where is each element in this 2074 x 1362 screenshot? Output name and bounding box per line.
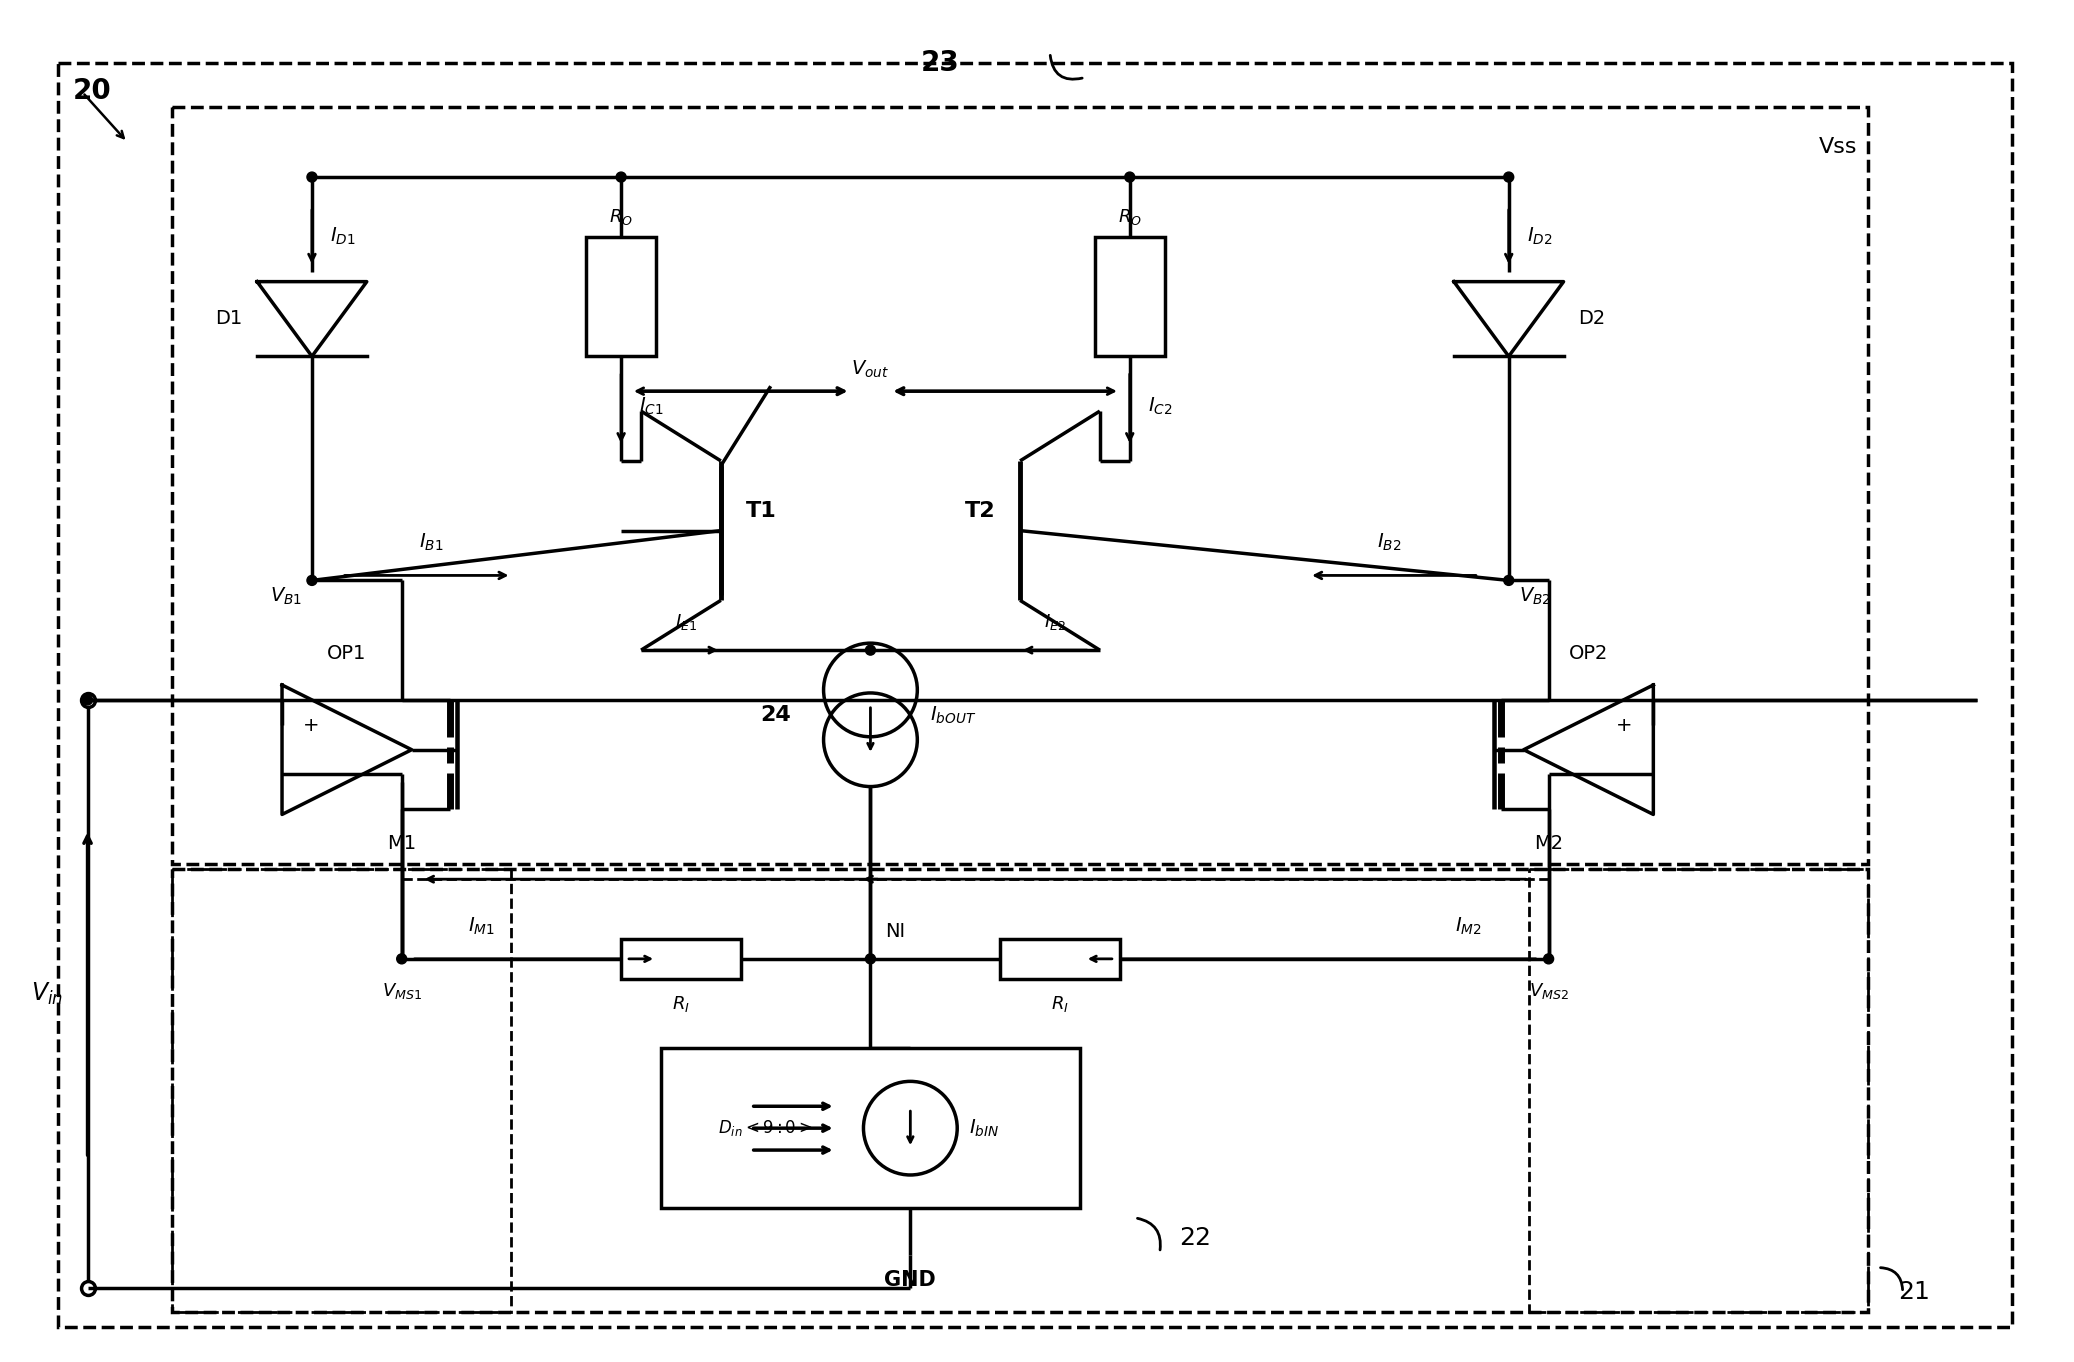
Text: $V_{B2}$: $V_{B2}$ xyxy=(1518,586,1551,606)
Text: 24: 24 xyxy=(759,706,790,725)
Circle shape xyxy=(1504,575,1514,586)
Text: $-$: $-$ xyxy=(1616,764,1634,785)
Text: $R_I$: $R_I$ xyxy=(1052,994,1068,1013)
Bar xyxy=(662,1049,1081,1208)
Text: $I_{M1}$: $I_{M1}$ xyxy=(469,915,496,937)
Text: $I_{E1}$: $I_{E1}$ xyxy=(674,612,697,632)
Text: $I_{E2}$: $I_{E2}$ xyxy=(1043,612,1066,632)
Bar xyxy=(1095,237,1166,357)
Text: $V_{B1}$: $V_{B1}$ xyxy=(270,586,303,606)
Text: $I_{D1}$: $I_{D1}$ xyxy=(330,226,355,248)
Bar xyxy=(172,869,1869,1313)
Circle shape xyxy=(1543,953,1553,964)
Text: $I_{bIN}$: $I_{bIN}$ xyxy=(969,1117,1000,1139)
Text: GND: GND xyxy=(884,1269,935,1290)
Text: $R_I$: $R_I$ xyxy=(672,994,691,1013)
Circle shape xyxy=(1504,172,1514,183)
Text: $V_{MS2}$: $V_{MS2}$ xyxy=(1529,981,1568,1001)
Bar xyxy=(1529,869,1869,1313)
Circle shape xyxy=(865,646,875,655)
Text: $V_{out}$: $V_{out}$ xyxy=(852,358,890,380)
Text: $R_O$: $R_O$ xyxy=(610,207,633,227)
Text: $I_{B1}$: $I_{B1}$ xyxy=(419,531,444,553)
Text: 20: 20 xyxy=(73,78,112,105)
Circle shape xyxy=(865,953,875,964)
Bar xyxy=(1000,938,1120,979)
Bar xyxy=(172,869,512,1313)
Text: D1: D1 xyxy=(216,309,243,328)
Text: +: + xyxy=(303,715,319,734)
Text: +: + xyxy=(1616,715,1632,734)
Text: $I_{D2}$: $I_{D2}$ xyxy=(1526,226,1551,248)
Circle shape xyxy=(307,172,317,183)
Text: OP2: OP2 xyxy=(1568,644,1607,663)
Text: NI: NI xyxy=(886,922,906,941)
Bar xyxy=(587,237,655,357)
Text: $I_{C1}$: $I_{C1}$ xyxy=(639,395,664,417)
Text: 21: 21 xyxy=(1898,1280,1929,1305)
Text: Vss: Vss xyxy=(1819,138,1858,157)
Text: $R_O$: $R_O$ xyxy=(1118,207,1141,227)
Text: $D_{in}<9:0>$: $D_{in}<9:0>$ xyxy=(718,1118,813,1139)
Text: 23: 23 xyxy=(921,49,960,76)
Bar xyxy=(620,938,740,979)
Text: M2: M2 xyxy=(1535,835,1564,854)
Text: $-$: $-$ xyxy=(303,764,319,785)
Text: $V_{in}$: $V_{in}$ xyxy=(31,981,62,1007)
Text: $I_{M2}$: $I_{M2}$ xyxy=(1456,915,1483,937)
Text: T1: T1 xyxy=(747,501,776,520)
Circle shape xyxy=(307,575,317,586)
Text: T2: T2 xyxy=(964,501,996,520)
Text: 22: 22 xyxy=(1180,1226,1211,1250)
Text: $I_{B2}$: $I_{B2}$ xyxy=(1377,531,1402,553)
Circle shape xyxy=(1124,172,1134,183)
Text: M1: M1 xyxy=(388,835,417,854)
Text: D2: D2 xyxy=(1578,309,1605,328)
Bar xyxy=(172,108,1869,865)
Text: OP1: OP1 xyxy=(328,644,367,663)
Text: $I_{C2}$: $I_{C2}$ xyxy=(1147,395,1172,417)
Text: $V_{MS1}$: $V_{MS1}$ xyxy=(382,981,421,1001)
Circle shape xyxy=(616,172,626,183)
Circle shape xyxy=(396,953,407,964)
Text: $I_{bOUT}$: $I_{bOUT}$ xyxy=(931,704,977,726)
Circle shape xyxy=(83,695,93,706)
